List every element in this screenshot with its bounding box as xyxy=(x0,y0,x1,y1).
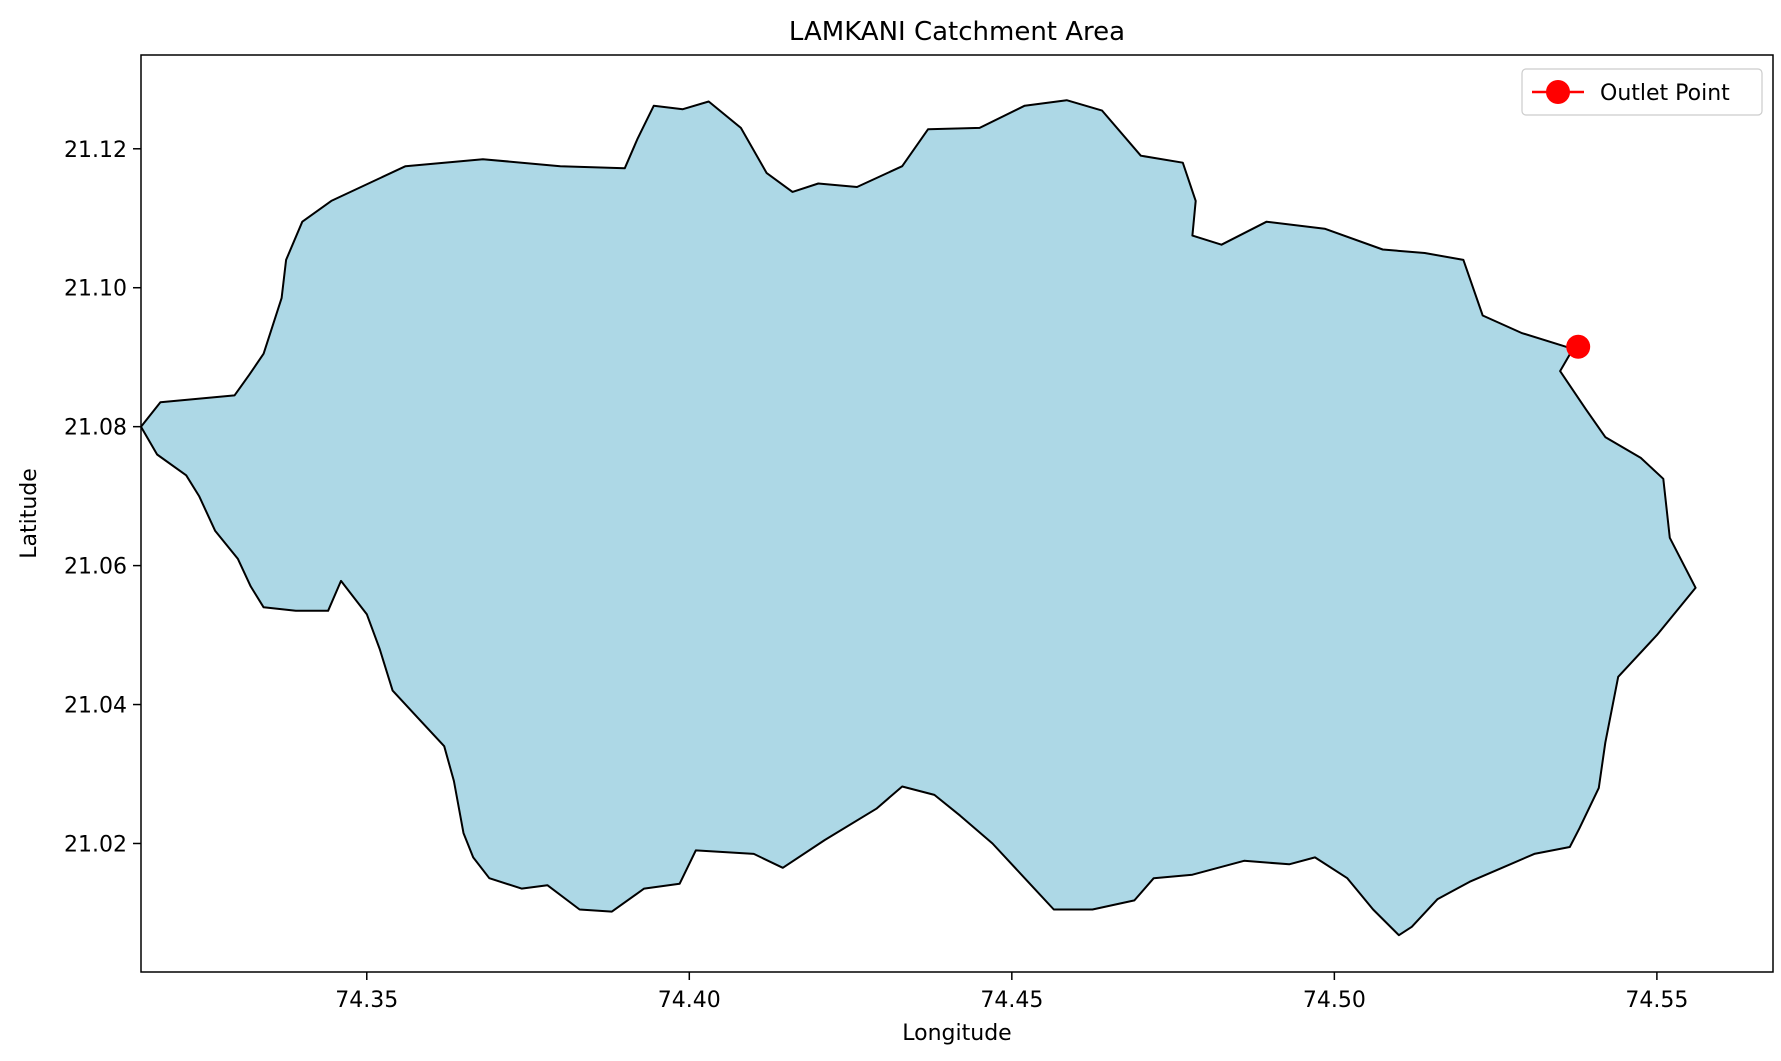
y-tick-label: 21.12 xyxy=(64,138,127,163)
x-tick-label: 74.50 xyxy=(1303,988,1366,1013)
plot-area xyxy=(140,99,1697,937)
x-tick-label: 74.35 xyxy=(335,988,398,1013)
legend-label-outlet: Outlet Point xyxy=(1600,81,1730,106)
y-tick-label: 21.10 xyxy=(64,277,127,302)
catchment-polygon xyxy=(140,99,1697,937)
legend-marker-outlet xyxy=(1546,80,1570,104)
y-tick-label: 21.04 xyxy=(64,694,127,719)
legend-box xyxy=(1521,68,1763,116)
y-axis-ticks: 21.02 21.04 21.06 21.08 21.10 21.12 xyxy=(64,138,141,857)
y-axis-label: Latitude xyxy=(17,468,42,559)
y-tick-label: 21.02 xyxy=(64,832,127,857)
axes-frame xyxy=(140,54,1774,973)
x-tick-label: 74.40 xyxy=(658,988,721,1013)
x-tick-label: 74.55 xyxy=(1625,988,1688,1013)
y-tick-label: 21.08 xyxy=(64,416,127,441)
x-axis-ticks: 74.35 74.40 74.45 74.50 74.55 xyxy=(335,972,1688,1013)
chart-title: LAMKANI Catchment Area xyxy=(789,17,1125,47)
outlet-point-marker xyxy=(1566,334,1591,359)
legend: Outlet Point xyxy=(1521,68,1763,116)
x-axis-label: Longitude xyxy=(902,1021,1011,1046)
y-tick-label: 21.06 xyxy=(64,555,127,580)
x-tick-label: 74.45 xyxy=(980,988,1043,1013)
